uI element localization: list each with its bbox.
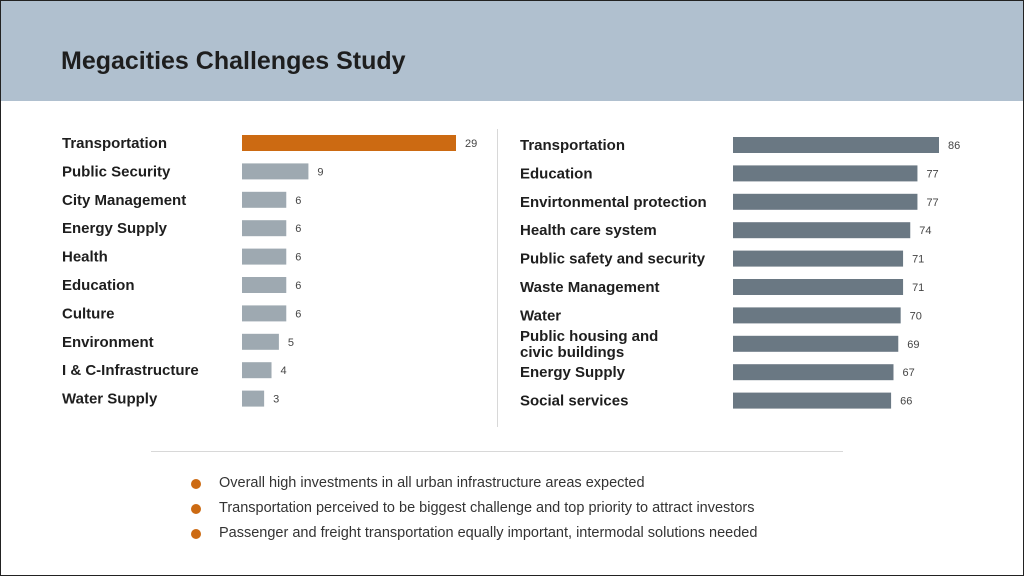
left-category-label: Culture bbox=[62, 305, 115, 322]
right-value-label: 66 bbox=[900, 396, 912, 408]
left-bar bbox=[242, 305, 287, 322]
right-category-label: Transportation bbox=[520, 137, 625, 154]
right-category-label: Health care system bbox=[520, 222, 657, 239]
left-category-label: Transportation bbox=[62, 135, 167, 152]
right-value-label: 71 bbox=[912, 282, 924, 294]
right-bar bbox=[733, 335, 899, 352]
left-value-label: 6 bbox=[295, 223, 301, 235]
right-bar bbox=[733, 364, 894, 381]
left-value-label: 29 bbox=[465, 138, 477, 150]
left-bar bbox=[242, 163, 309, 180]
right-category-label: Public housing and civic buildings bbox=[520, 328, 658, 361]
left-category-label: Health bbox=[62, 249, 108, 266]
right-value-label: 69 bbox=[907, 339, 919, 351]
bullet-dot-icon bbox=[191, 504, 201, 514]
left-category-label: Environment bbox=[62, 334, 154, 351]
right-bar bbox=[733, 193, 918, 210]
bullet-dot-icon bbox=[191, 479, 201, 489]
left-value-label: 6 bbox=[295, 252, 301, 264]
left-category-label: Water Supply bbox=[62, 391, 158, 408]
left-bar bbox=[242, 333, 279, 350]
right-category-label: Energy Supply bbox=[520, 364, 626, 381]
page-title: Megacities Challenges Study bbox=[61, 47, 406, 75]
left-category-label: City Management bbox=[62, 192, 186, 209]
left-value-label: 6 bbox=[295, 195, 301, 207]
right-category-label: Public safety and security bbox=[520, 251, 706, 268]
right-value-label: 86 bbox=[948, 140, 960, 152]
right-bar bbox=[733, 250, 904, 267]
left-value-label: 4 bbox=[281, 365, 287, 377]
column-divider bbox=[497, 129, 498, 427]
left-bar bbox=[242, 135, 456, 151]
right-bar bbox=[733, 307, 901, 324]
left-category-label: Energy Supply bbox=[62, 220, 168, 237]
left-category-label: Public Security bbox=[62, 163, 171, 180]
right-bar bbox=[733, 137, 939, 153]
bullet-text: Overall high investments in all urban in… bbox=[219, 475, 645, 491]
left-category-label: Education bbox=[62, 277, 135, 294]
section-divider bbox=[151, 451, 843, 452]
right-value-label: 71 bbox=[912, 254, 924, 266]
left-bar bbox=[242, 362, 272, 379]
right-category-label: Water bbox=[520, 307, 561, 324]
right-value-label: 77 bbox=[926, 197, 938, 209]
left-bar bbox=[242, 220, 287, 237]
right-value-label: 70 bbox=[910, 310, 922, 322]
left-bar bbox=[242, 277, 287, 293]
right-value-label: 74 bbox=[919, 225, 931, 237]
left-value-label: 6 bbox=[295, 308, 301, 320]
bullet-text: Passenger and freight transportation equ… bbox=[219, 525, 758, 541]
right-bar bbox=[733, 279, 904, 295]
left-value-label: 6 bbox=[295, 280, 301, 292]
left-bar bbox=[242, 390, 265, 407]
left-category-label: I & C-Infrastructure bbox=[62, 362, 199, 379]
left-bar bbox=[242, 191, 287, 208]
bullet-text: Transportation perceived to be biggest c… bbox=[219, 500, 755, 516]
right-category-label: Social services bbox=[520, 393, 628, 410]
left-bar bbox=[242, 248, 287, 265]
right-value-label: 77 bbox=[926, 168, 938, 180]
left-value-label: 3 bbox=[273, 394, 279, 406]
header-band bbox=[1, 1, 1023, 101]
right-bar bbox=[733, 222, 911, 239]
left-value-label: 5 bbox=[288, 337, 294, 349]
right-bar bbox=[733, 165, 918, 182]
right-value-label: 67 bbox=[902, 367, 914, 379]
left-value-label: 9 bbox=[317, 166, 323, 178]
bullet-dot-icon bbox=[191, 529, 201, 539]
right-category-label: Education bbox=[520, 165, 593, 182]
right-category-label: Waste Management bbox=[520, 279, 659, 296]
right-category-label: Envirtonmental protection bbox=[520, 194, 707, 211]
right-bar bbox=[733, 392, 892, 409]
